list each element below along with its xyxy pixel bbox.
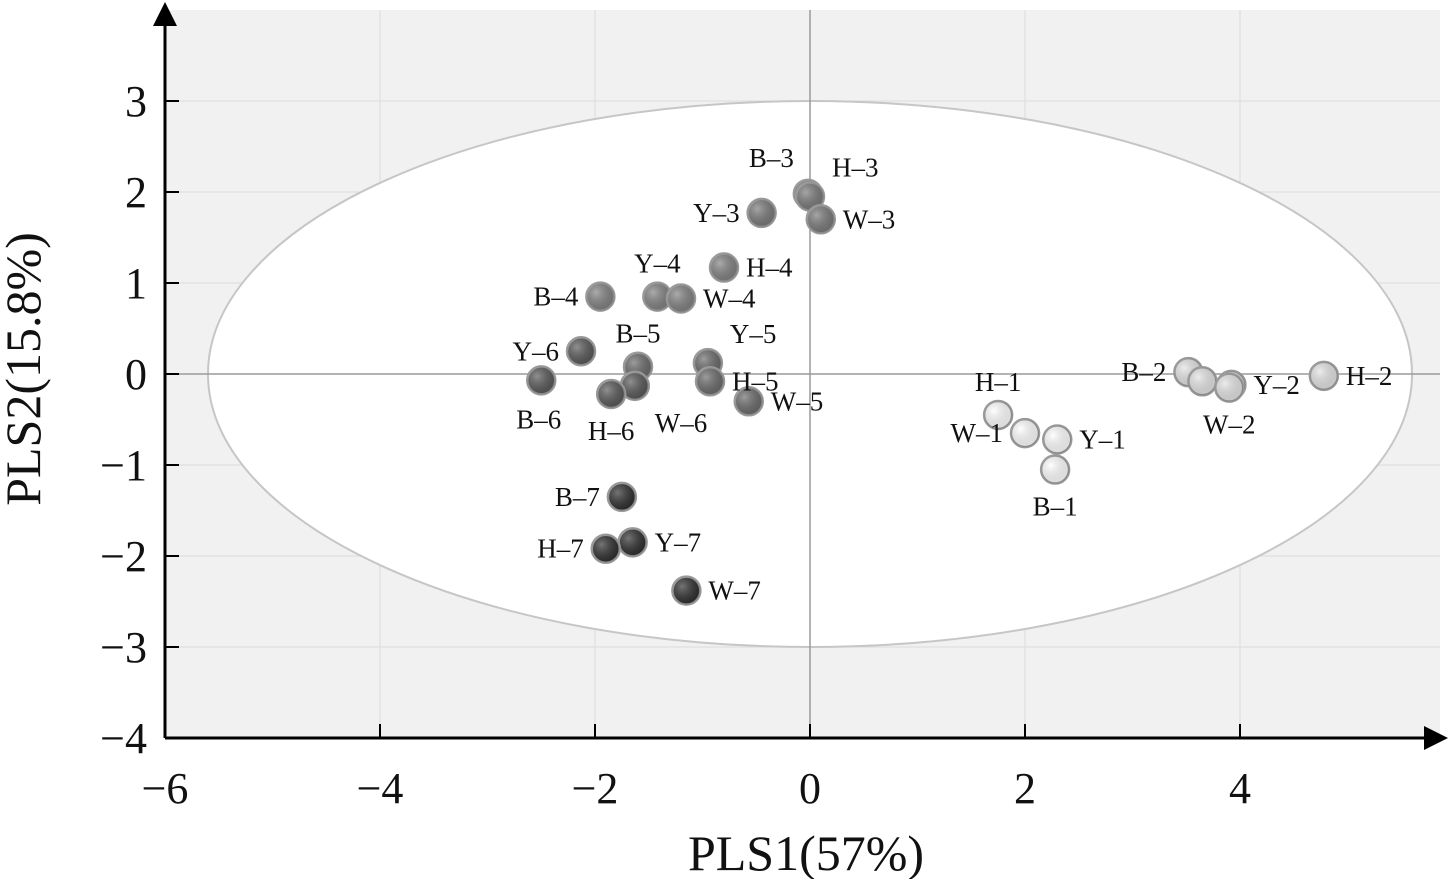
point-label: B–4: [533, 282, 579, 312]
data-point-shade: [567, 337, 596, 366]
data-point-shade: [527, 366, 556, 395]
point-label: Y–2: [1253, 370, 1300, 400]
y-tick-label: 2: [125, 168, 147, 217]
point-label: Y–3: [693, 198, 740, 228]
x-tick-label: −2: [572, 764, 619, 813]
y-axis-arrow: [153, 2, 177, 26]
x-tick-label: 2: [1014, 764, 1036, 813]
data-point-shade: [1309, 361, 1338, 390]
y-tick-label: −1: [100, 441, 147, 490]
point-label: W–5: [771, 386, 823, 416]
data-point-shade: [796, 182, 824, 211]
data-point-shade: [710, 253, 738, 282]
y-tick-label: −3: [100, 623, 147, 672]
point-label: B–1: [1033, 492, 1078, 522]
data-point-shade: [696, 367, 725, 396]
point-label: Y–1: [1079, 425, 1126, 455]
point-label: B–5: [615, 319, 660, 349]
data-point-shade: [1011, 419, 1039, 448]
point-labels: H–1 W–1 Y–1 B–1 B–2 Y–2 W–2 H–2 B–3 H–3 W–3 Y–3H–4 Y…: [513, 143, 1393, 606]
data-point-shade: [747, 198, 776, 227]
point-label: Y–5: [730, 319, 777, 349]
point-label: H–3: [832, 153, 879, 183]
point-label: W–4: [703, 283, 756, 313]
y-tick-label: −2: [100, 532, 147, 581]
x-tick-label: −6: [142, 764, 189, 813]
data-point-shade: [667, 284, 695, 313]
point-label: W–7: [708, 576, 760, 606]
data-point-shade: [586, 282, 615, 311]
data-point-shade: [1188, 367, 1217, 396]
point-label: W–2: [1203, 410, 1255, 440]
x-tick-label: −4: [357, 764, 404, 813]
y-tick-label: −4: [100, 714, 147, 763]
point-label: H–5: [732, 366, 779, 396]
y-tick-label: 1: [125, 259, 147, 308]
data-point-shade: [734, 387, 763, 416]
y-axis-title: PLS2(15.8%): [0, 232, 51, 506]
data-point-shade: [806, 205, 835, 234]
data-point-shade: [620, 371, 649, 400]
data-point-shade: [984, 400, 1013, 429]
point-label: Y–4: [634, 249, 681, 279]
point-label: W–6: [655, 408, 707, 438]
point-label: B–3: [749, 143, 794, 173]
y-tick-label: 0: [125, 350, 147, 399]
axes: [153, 2, 1448, 750]
point-label: H–4: [746, 253, 793, 283]
data-point-shade: [597, 380, 626, 409]
data-point-shade: [618, 528, 647, 557]
point-label: W–1: [951, 418, 1003, 448]
data-point-shade: [1215, 373, 1244, 402]
data-points: [526, 178, 1340, 606]
data-point-shade: [607, 482, 636, 511]
x-tick-label: 4: [1229, 764, 1251, 813]
point-label: B–6: [516, 404, 561, 434]
data-point-shade: [643, 282, 672, 311]
y-tick-label: 3: [125, 77, 147, 126]
point-label: H–6: [588, 416, 635, 446]
point-label: Y–7: [655, 527, 702, 557]
x-tick-label: 0: [799, 764, 821, 813]
data-point-shade: [591, 534, 620, 563]
point-label: W–3: [843, 204, 895, 234]
x-axis-arrow: [1424, 726, 1448, 750]
point-label: B–2: [1121, 357, 1166, 387]
data-point-shade: [1043, 425, 1072, 454]
point-label: Y–6: [513, 336, 560, 366]
data-point-shade: [1041, 455, 1070, 484]
point-label: H–7: [537, 534, 584, 564]
point-label: B–7: [555, 482, 600, 512]
x-axis-title: PLS1(57%): [688, 825, 924, 879]
point-label: H–1: [975, 367, 1022, 397]
point-label: H–2: [1346, 361, 1393, 391]
data-point-shade: [672, 576, 701, 605]
